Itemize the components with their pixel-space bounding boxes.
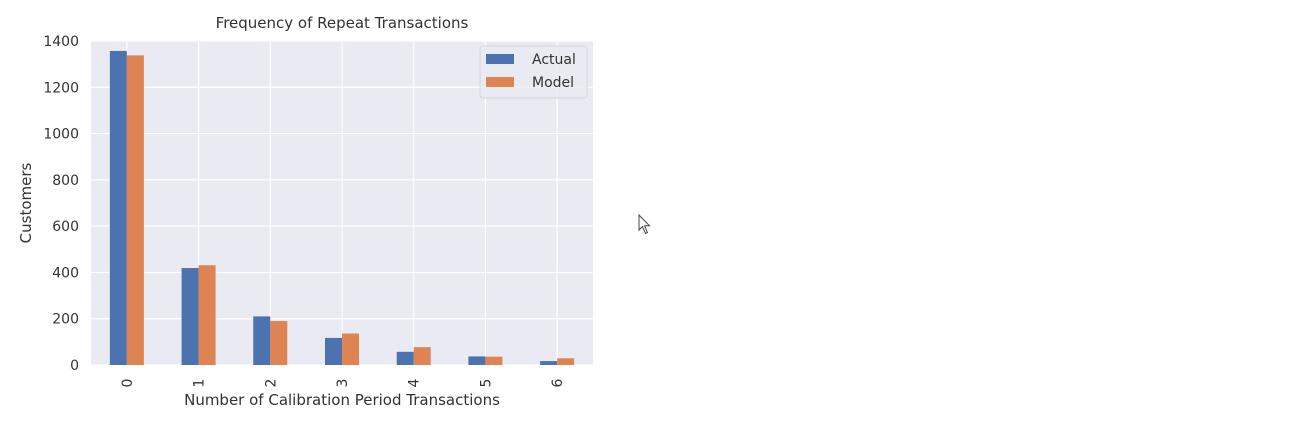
bar-model-5 (485, 357, 502, 365)
bar-actual-1 (182, 268, 199, 365)
y-tick-label: 600 (52, 219, 79, 235)
x-tick-label: 1 (192, 379, 208, 388)
mouse-pointer-icon (638, 214, 652, 236)
bar-model-4 (414, 347, 431, 365)
y-tick-label: 1400 (43, 34, 79, 50)
x-axis-ticks: 0 1 2 3 4 5 6 (120, 378, 566, 387)
y-axis-label: Customers (17, 162, 35, 243)
bar-actual-6 (540, 361, 557, 365)
x-tick-label: 4 (407, 378, 423, 387)
legend-swatch-actual (486, 54, 514, 64)
legend-swatch-model (486, 77, 514, 87)
bar-actual-0 (110, 51, 127, 365)
x-tick-label: 5 (478, 379, 494, 388)
bar-model-1 (199, 265, 216, 365)
legend: Actual Model (480, 46, 587, 98)
bar-model-6 (557, 358, 574, 365)
y-tick-label: 400 (52, 265, 79, 281)
x-axis-label: Number of Calibration Period Transaction… (184, 391, 500, 409)
bar-actual-2 (253, 316, 270, 365)
y-tick-label: 800 (52, 173, 79, 189)
y-tick-label: 1000 (43, 127, 79, 143)
y-tick-label: 0 (70, 358, 79, 374)
bar-model-0 (127, 55, 144, 365)
bar-model-2 (270, 321, 287, 365)
y-axis-ticks: 0 200 400 600 800 1000 1200 1400 (43, 34, 79, 374)
legend-label-actual: Actual (532, 52, 576, 68)
chart-title: Frequency of Repeat Transactions (216, 14, 469, 32)
x-tick-label: 3 (335, 379, 351, 388)
bar-model-3 (342, 334, 359, 365)
bar-actual-3 (325, 338, 342, 365)
x-tick-label: 0 (120, 379, 136, 388)
bar-actual-5 (468, 356, 485, 365)
x-tick-label: 2 (263, 379, 279, 388)
legend-label-model: Model (532, 75, 574, 91)
x-tick-label: 6 (550, 378, 566, 387)
y-tick-label: 200 (52, 312, 79, 328)
bar-actual-4 (397, 352, 414, 365)
y-tick-label: 1200 (43, 80, 79, 96)
